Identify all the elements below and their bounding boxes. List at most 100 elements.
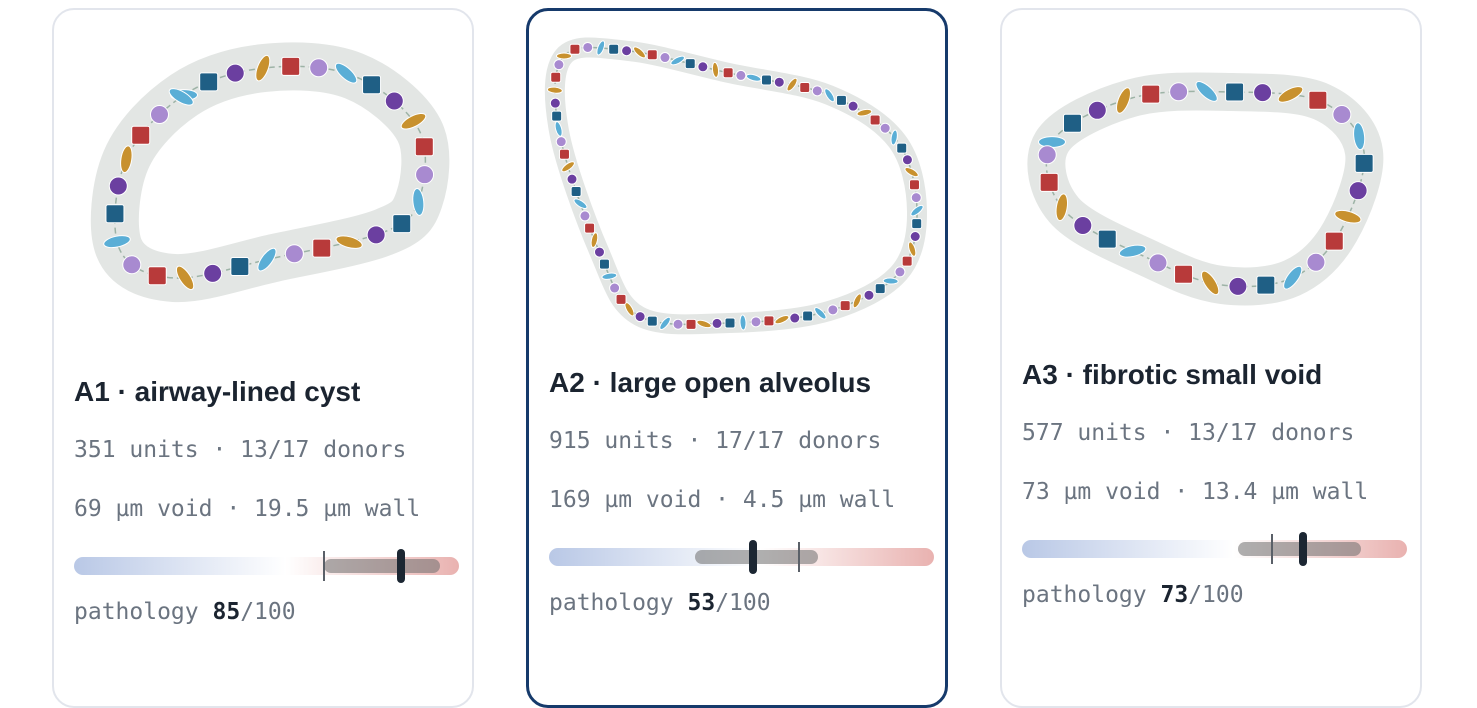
stat-line: 73 µm void · 13.4 µm wall bbox=[1022, 479, 1369, 505]
score-marker bbox=[1299, 532, 1308, 566]
card[interactable]: A1 · airway-lined cyst 351 units · 13/17 … bbox=[52, 8, 474, 708]
cell bbox=[670, 55, 685, 66]
cell bbox=[175, 265, 195, 291]
cell bbox=[366, 225, 386, 245]
cell bbox=[1087, 100, 1107, 120]
cell bbox=[722, 67, 734, 79]
cell bbox=[814, 307, 827, 320]
ring-wall bbox=[90, 42, 450, 303]
cell bbox=[309, 58, 329, 78]
cell bbox=[225, 63, 245, 83]
score-value: 85 bbox=[212, 599, 241, 625]
cell bbox=[904, 167, 919, 178]
cell bbox=[1277, 86, 1304, 103]
reference-line bbox=[798, 542, 801, 572]
score-value: 73 bbox=[1160, 582, 1189, 608]
card-title: A3 · fibrotic small void bbox=[1022, 359, 1323, 390]
stat-line: 351 units · 13/17 donors bbox=[74, 437, 407, 463]
score-marker bbox=[749, 540, 758, 574]
cell bbox=[1118, 244, 1147, 258]
cell bbox=[598, 258, 610, 270]
cell bbox=[150, 105, 170, 125]
cell bbox=[835, 94, 847, 106]
score-max: /100 bbox=[240, 599, 296, 625]
cell bbox=[739, 314, 747, 331]
cell bbox=[579, 210, 591, 222]
cell bbox=[882, 277, 899, 285]
cell bbox=[609, 282, 621, 294]
pathology-bar bbox=[1022, 529, 1407, 569]
stat-line: 169 µm void · 4.5 µm wall bbox=[549, 487, 896, 513]
cell bbox=[392, 214, 412, 234]
card[interactable]: A3 · fibrotic small void 577 units · 13/1… bbox=[1000, 8, 1422, 708]
cell bbox=[546, 86, 563, 94]
cell bbox=[827, 304, 839, 316]
cell bbox=[608, 43, 620, 55]
cell bbox=[1225, 82, 1245, 102]
cell bbox=[147, 266, 167, 286]
cell bbox=[120, 145, 133, 174]
cell bbox=[684, 58, 696, 70]
cell bbox=[786, 77, 798, 92]
cell bbox=[910, 192, 922, 204]
cell bbox=[763, 315, 775, 327]
cell bbox=[400, 112, 427, 130]
illustration bbox=[90, 42, 450, 303]
score-label: pathology bbox=[74, 599, 199, 625]
cell bbox=[590, 232, 599, 248]
cell bbox=[582, 41, 594, 53]
cell bbox=[672, 318, 684, 330]
cell bbox=[1038, 136, 1066, 148]
cell bbox=[284, 244, 304, 264]
cell bbox=[554, 121, 563, 137]
ring-wall bbox=[544, 37, 928, 335]
cell bbox=[890, 129, 898, 146]
cell bbox=[646, 49, 658, 61]
cell bbox=[556, 52, 572, 60]
cell bbox=[334, 62, 358, 84]
cell bbox=[745, 73, 762, 82]
cell bbox=[911, 218, 923, 230]
cell bbox=[108, 176, 128, 196]
cell bbox=[1201, 270, 1220, 296]
cell bbox=[1334, 209, 1362, 224]
cell bbox=[735, 69, 747, 81]
pathology-line: pathology 53/100 bbox=[549, 588, 771, 618]
cell bbox=[869, 114, 881, 126]
cell bbox=[750, 316, 762, 328]
cell bbox=[384, 91, 404, 111]
pathology-bar bbox=[74, 546, 459, 586]
cell bbox=[362, 75, 382, 95]
cell bbox=[799, 81, 811, 93]
cell bbox=[561, 161, 575, 173]
cell bbox=[168, 88, 194, 106]
cell bbox=[685, 318, 697, 330]
cell bbox=[1039, 172, 1059, 192]
cell bbox=[593, 246, 605, 258]
cell bbox=[724, 317, 736, 329]
card[interactable]: A2 · large open alveolus 915 units · 17/1… bbox=[526, 8, 948, 708]
cell bbox=[199, 72, 219, 92]
cell bbox=[774, 315, 790, 325]
cell bbox=[569, 43, 581, 55]
cell bbox=[1348, 181, 1368, 201]
cell bbox=[1141, 84, 1161, 104]
score-label: pathology bbox=[1022, 582, 1147, 608]
illustration bbox=[1027, 72, 1384, 306]
score-label: pathology bbox=[549, 590, 674, 616]
cell bbox=[773, 76, 785, 88]
cell bbox=[894, 266, 906, 278]
cell bbox=[1354, 153, 1374, 173]
cell bbox=[711, 317, 723, 329]
cell bbox=[415, 165, 435, 185]
score-max: /100 bbox=[1188, 582, 1244, 608]
cell bbox=[281, 56, 301, 76]
cell bbox=[312, 238, 332, 258]
cell bbox=[824, 88, 835, 103]
cell bbox=[255, 54, 271, 82]
cell bbox=[879, 122, 891, 134]
cell bbox=[621, 45, 633, 57]
cell bbox=[839, 300, 851, 312]
cell bbox=[901, 154, 913, 166]
stat-line: 577 units · 13/17 donors bbox=[1022, 420, 1355, 446]
